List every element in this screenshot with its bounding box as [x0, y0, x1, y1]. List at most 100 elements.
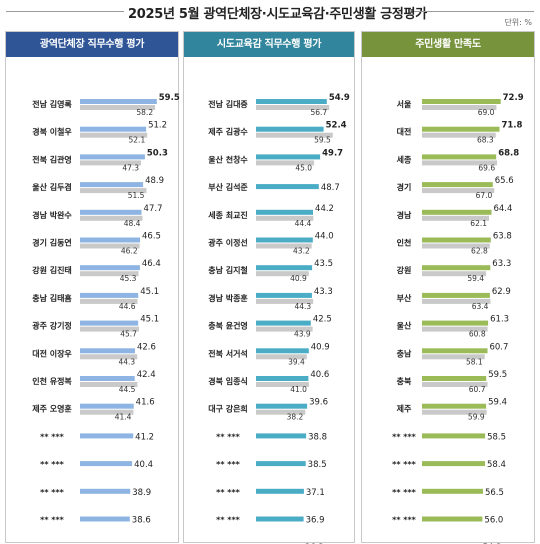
previous-value-label: 52.1 [129, 136, 146, 145]
category-label: 세종 [397, 154, 412, 164]
current-bar [422, 320, 489, 326]
current-bar [422, 126, 500, 132]
current-value-label: 65.6 [495, 176, 514, 186]
governor-panel: 광역단체장 직무수행 평가 전남 김영록 59.5 58.2 경북 이철우 51.2 52… [5, 31, 180, 543]
unit-label: 단위: % [504, 18, 532, 27]
previous-bar [422, 382, 488, 387]
current-value-label: 36.9 [306, 516, 325, 526]
category-label: 대구 강은희 [208, 404, 248, 414]
previous-bar [80, 188, 147, 194]
category-label: 전남 김대중 [208, 99, 248, 109]
previous-value-label: 47.3 [122, 163, 139, 172]
current-bar [256, 348, 309, 354]
previous-value-label: 67.0 [476, 191, 493, 200]
current-bar [256, 376, 309, 381]
current-bar [256, 209, 313, 215]
previous-bar [422, 132, 496, 138]
category-label: ** *** [40, 516, 65, 525]
current-value-label: 56.5 [485, 488, 504, 498]
previous-bar [256, 132, 333, 138]
current-bar [80, 433, 134, 439]
current-bar [256, 433, 307, 439]
current-value-label: 38.8 [308, 432, 327, 442]
previous-value-label: 41.4 [115, 413, 132, 422]
current-bar [256, 99, 327, 104]
current-value-label: 59.4 [488, 398, 507, 408]
category-label: 광주 이정선 [208, 238, 248, 248]
previous-value-label: 43.2 [293, 247, 310, 256]
category-label: 경남 [397, 210, 412, 220]
category-label: ** *** [216, 516, 241, 525]
previous-value-label: 43.9 [294, 330, 311, 339]
previous-value-label: 45.0 [295, 163, 312, 172]
category-label: ** *** [216, 488, 241, 497]
category-label: 경북 임종식 [208, 376, 248, 386]
current-value-label: 44.2 [315, 204, 334, 214]
previous-value-label: 59.5 [314, 136, 331, 145]
category-label: 울산 김두겸 [32, 182, 72, 192]
current-bar [422, 237, 491, 243]
current-value-label: 41.6 [136, 398, 155, 408]
current-bar [256, 403, 308, 409]
category-label: 광주 강기정 [32, 321, 72, 331]
current-value-label: 37.1 [306, 488, 325, 498]
category-label: 경기 김동연 [32, 238, 72, 248]
current-value-label: 42.4 [137, 370, 156, 380]
previous-bar [256, 354, 307, 360]
current-value-label: 38.5 [308, 460, 327, 470]
category-label: ** *** [40, 460, 65, 469]
category-label: ** *** [392, 460, 417, 469]
previous-value-label: 44.5 [119, 385, 136, 394]
previous-value-label: 51.5 [128, 191, 145, 200]
current-bar [256, 154, 321, 160]
previous-value-label: 39.4 [288, 357, 305, 366]
previous-value-label: 40.9 [290, 274, 307, 283]
current-value-label: 46.5 [142, 232, 161, 242]
current-value-label: 45.1 [140, 287, 159, 297]
previous-bar [80, 271, 139, 277]
current-bar [80, 403, 134, 409]
category-label: 인천 [397, 238, 412, 248]
current-bar [80, 154, 145, 160]
current-bar [80, 376, 135, 381]
category-label: ** *** [216, 432, 241, 441]
title-rule-left [6, 11, 124, 12]
category-label: ** *** [40, 432, 65, 441]
previous-value-label: 62.8 [471, 247, 488, 256]
current-bar [422, 488, 483, 494]
category-label: 전북 김관영 [32, 154, 72, 164]
current-value-label: 58.5 [487, 432, 506, 442]
current-value-label: 59.5 [159, 93, 180, 103]
current-value-label: 48.9 [145, 176, 164, 186]
current-bar [422, 154, 497, 160]
previous-bar [80, 326, 139, 332]
category-label: 충남 [397, 348, 412, 358]
category-label: ** *** [40, 488, 65, 497]
previous-value-label: 60.8 [469, 330, 486, 339]
current-bar [80, 182, 144, 188]
previous-bar [256, 298, 314, 304]
category-label: ** *** [392, 516, 417, 525]
category-label: 전남 김영록 [32, 99, 72, 109]
previous-bar [256, 243, 312, 249]
current-value-label: 54.9 [329, 93, 350, 103]
previous-value-label: 38.2 [287, 413, 304, 422]
current-value-label: 42.6 [137, 342, 156, 352]
previous-value-label: 44.6 [119, 302, 136, 311]
previous-bar [80, 298, 138, 304]
previous-bar [256, 160, 315, 166]
category-label: 제주 김광수 [208, 127, 248, 137]
current-value-label: 72.9 [503, 93, 524, 103]
previous-bar [422, 271, 487, 277]
previous-bar [80, 409, 134, 415]
category-label: 울산 [397, 321, 412, 331]
current-bar [80, 516, 130, 522]
category-label: 경남 박완수 [32, 210, 72, 220]
current-bar [80, 99, 157, 104]
previous-bar [256, 382, 309, 387]
category-label: 전북 서거석 [208, 348, 248, 358]
previous-bar [256, 326, 313, 332]
category-label: 울산 천창수 [208, 154, 248, 164]
category-label: 부산 김석준 [208, 182, 248, 192]
current-value-label: 63.3 [492, 259, 511, 269]
